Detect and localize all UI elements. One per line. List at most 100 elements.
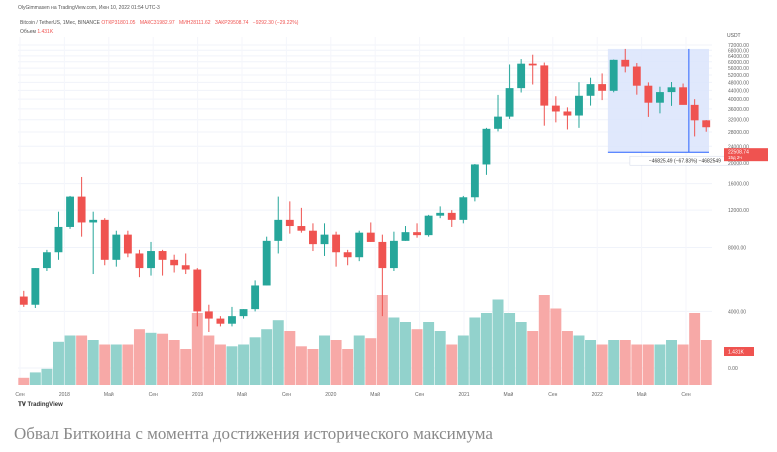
candle-body: [621, 59, 630, 67]
volume-bar: [423, 322, 435, 385]
volume-bar: [41, 368, 53, 385]
volume-bar: [191, 313, 203, 385]
volume-badge: [724, 347, 754, 356]
candle-body: [42, 252, 51, 269]
candle-body: [181, 265, 190, 270]
candle-body: [575, 95, 583, 116]
volume-line: Объем 1.431K: [20, 29, 53, 35]
candle-body: [332, 234, 341, 253]
candle-body: [297, 226, 306, 231]
volume-bar: [249, 337, 261, 385]
candle-body: [459, 197, 468, 220]
measure-label: −46825.49 (−67.83%) −4682549: [649, 159, 721, 165]
volume-bar: [76, 335, 88, 385]
candle-body: [644, 85, 653, 103]
volume-bar: [573, 335, 585, 385]
candle-body: [100, 219, 109, 260]
candle-body: [66, 196, 74, 227]
caption: Обвал Биткоина с момента достижения исто…: [14, 424, 493, 443]
price-tick-label: 44000.00: [728, 88, 749, 94]
price-tick-label: 28000.00: [728, 130, 749, 136]
time-tick-label: 2021: [458, 392, 469, 398]
volume-bar: [689, 313, 701, 385]
candle-body: [285, 219, 294, 227]
candle-body: [77, 196, 86, 223]
volume-bar: [87, 340, 99, 385]
candle-body: [216, 318, 225, 324]
volume-bar: [654, 344, 666, 385]
tradingview-logo: 𝐓𝐕 TradingView: [18, 402, 63, 409]
published-line: OlyGimmasen на TradingView.com, Июн 10, …: [18, 5, 160, 11]
volume-bar: [342, 349, 354, 385]
volume-value: 1.431K: [37, 29, 54, 35]
volume-bar: [261, 329, 273, 385]
time-tick-label: Май: [237, 391, 247, 398]
candle-body: [563, 111, 572, 116]
volume-bar: [295, 346, 307, 385]
candle-body: [690, 104, 699, 121]
price-tick-label: 52000.00: [728, 73, 749, 79]
volume-bar: [700, 340, 712, 385]
candle-body: [89, 219, 98, 223]
candle-body: [239, 309, 248, 317]
candle-body: [251, 285, 260, 310]
volume-bar: [284, 331, 296, 385]
price-tick-label: 64000.00: [728, 54, 749, 60]
volume-bar: [180, 349, 192, 385]
candle-body: [158, 251, 167, 260]
volume-bar: [157, 333, 169, 385]
volume-bar: [29, 372, 41, 385]
candle-body: [551, 105, 560, 112]
volume-bar: [480, 313, 492, 385]
candle-body: [540, 65, 549, 106]
volume-bar: [538, 295, 550, 385]
volume-bar: [550, 308, 562, 385]
candle-body: [632, 66, 641, 86]
ohlc-close: ЗАКР29508.74: [214, 20, 249, 26]
candle-body: [528, 63, 537, 66]
volume-bar: [596, 344, 608, 385]
time-tick-label: 2020: [325, 392, 336, 398]
time-tick-label: Май: [370, 391, 380, 398]
grid: [18, 37, 712, 385]
time-tick-label: Май: [504, 391, 514, 398]
volume-bar: [619, 340, 631, 385]
price-tick-label: 20000.00: [728, 161, 749, 167]
volume-bar: [666, 340, 677, 385]
volume-bar: [272, 320, 284, 385]
time-tick-label: Сен: [681, 392, 690, 398]
candle-body: [482, 128, 491, 165]
time-tick-label: Сен: [415, 392, 424, 398]
candle-body: [667, 87, 676, 93]
volume-badge-value: 1.431K: [728, 350, 745, 356]
candle-body: [204, 311, 213, 319]
time-tick-label: 2022: [592, 392, 603, 398]
candle-body: [147, 251, 155, 269]
volume-bar: [608, 340, 620, 385]
volume-bar: [53, 341, 64, 385]
volume-bar: [434, 331, 446, 385]
volume-label: Объем: [20, 29, 36, 35]
volume-bar: [353, 335, 365, 385]
price-tick-label: 48000.00: [728, 80, 749, 86]
volume-bar: [492, 299, 504, 385]
volume-bar: [388, 317, 400, 385]
volume-bar: [238, 344, 250, 385]
price-badge-value: 22508.74: [728, 150, 749, 156]
price-tick-label: 24000.00: [728, 144, 749, 150]
candle-body: [609, 59, 618, 91]
price-tick-label: 0.00: [728, 366, 738, 372]
price-tick-label: 8000.00: [728, 246, 746, 252]
volume-bar: [145, 332, 157, 385]
volume-bar: [446, 344, 458, 385]
tv-logo-text: TradingView: [27, 402, 63, 408]
symbol-line: Bitcoin / TetherUS, 1Мес, BINANCE ОТКР31…: [20, 20, 301, 26]
ohlc-high: МАКС31982.97: [139, 20, 175, 26]
price-tick-label: 16000.00: [728, 182, 749, 188]
volume-bar: [411, 329, 423, 385]
volume-bar: [203, 335, 215, 385]
price-tick-label: 36000.00: [728, 107, 749, 113]
candle-body: [19, 296, 28, 305]
price-tick-label: 56000.00: [728, 66, 749, 72]
volume-bar: [376, 295, 388, 385]
